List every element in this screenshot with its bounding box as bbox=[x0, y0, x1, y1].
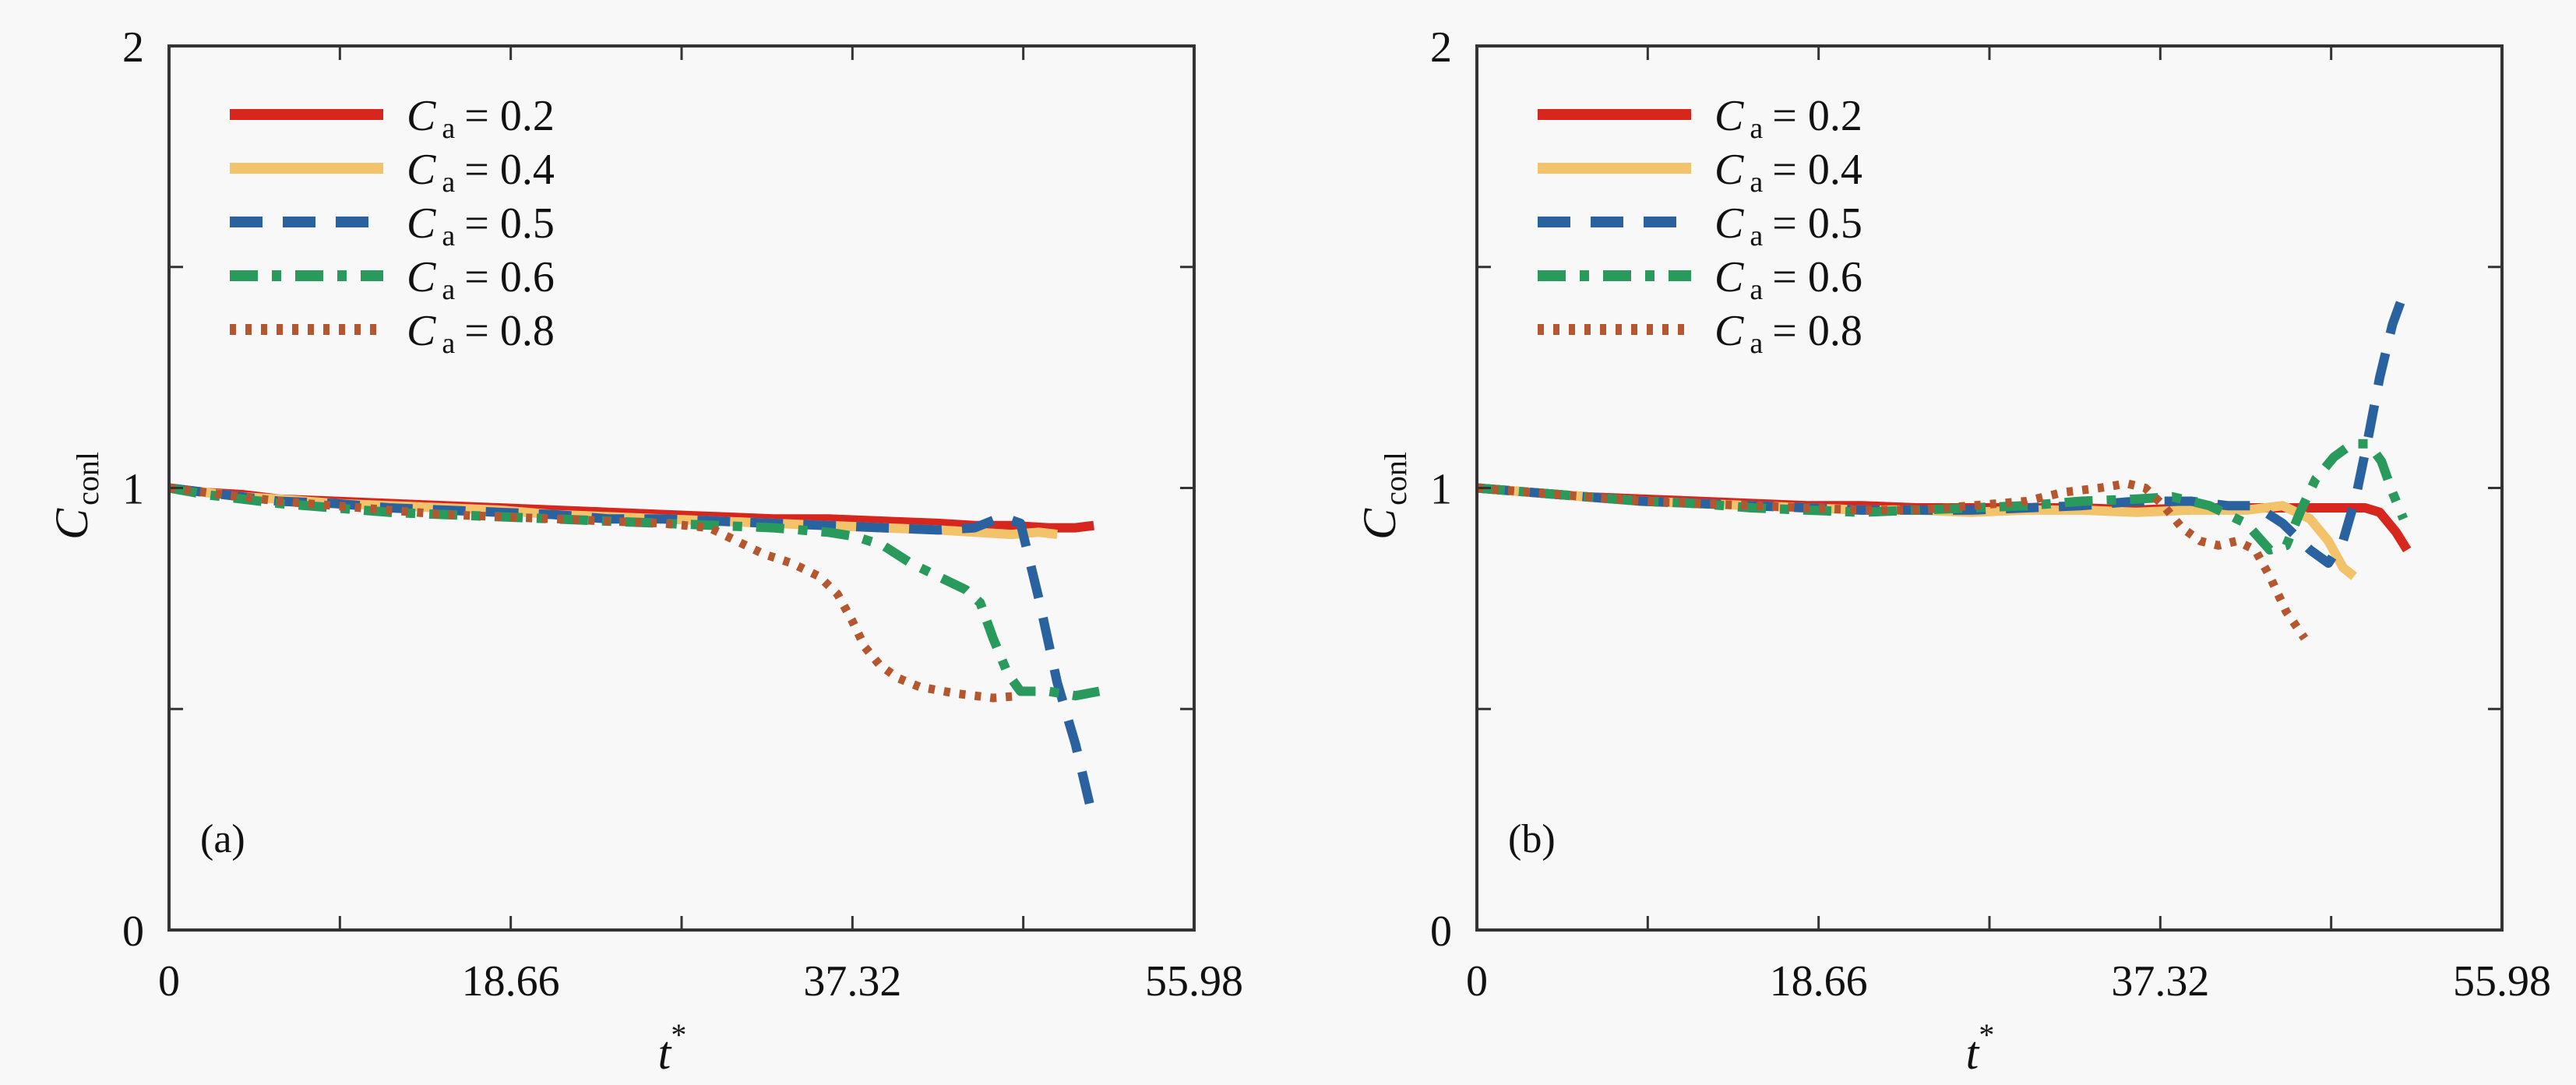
x-axis-title: t* bbox=[658, 1017, 687, 1079]
series-line-ca-0-6 bbox=[167, 483, 1101, 701]
x-tick-label: 0 bbox=[158, 957, 180, 1006]
x-tick-label: 37.32 bbox=[803, 957, 901, 1006]
axes-frame bbox=[167, 44, 1196, 932]
x-tick-label: 55.98 bbox=[1145, 957, 1243, 1006]
series-group bbox=[167, 483, 1101, 808]
x-tick-label: 0 bbox=[1466, 957, 1488, 1006]
x-tick-label: 18.66 bbox=[462, 957, 560, 1006]
axes-frame bbox=[1475, 44, 2504, 932]
x-tick-label: 18.66 bbox=[1770, 957, 1868, 1006]
x-tick-label: 55.98 bbox=[2453, 957, 2551, 1006]
series-line-ca-0-5 bbox=[168, 483, 1095, 808]
panel-label: (a) bbox=[200, 817, 245, 861]
y-tick-label: 0 bbox=[1430, 907, 1452, 956]
y-tick-label: 2 bbox=[122, 23, 144, 72]
x-axis-title: t* bbox=[1966, 1017, 1995, 1079]
panel-label: (b) bbox=[1508, 817, 1556, 861]
y-tick-label: 1 bbox=[122, 466, 144, 514]
y-tick-label: 1 bbox=[1430, 466, 1452, 514]
y-tick-label: 2 bbox=[1430, 23, 1452, 72]
series-group bbox=[1476, 287, 2412, 641]
y-axis-title: Cconl bbox=[1354, 452, 1413, 540]
x-tick-label: 37.32 bbox=[2111, 957, 2209, 1006]
y-axis-title: Cconl bbox=[46, 452, 105, 540]
y-tick-label: 0 bbox=[122, 907, 144, 956]
series-line-ca-0-6 bbox=[1476, 439, 2409, 555]
